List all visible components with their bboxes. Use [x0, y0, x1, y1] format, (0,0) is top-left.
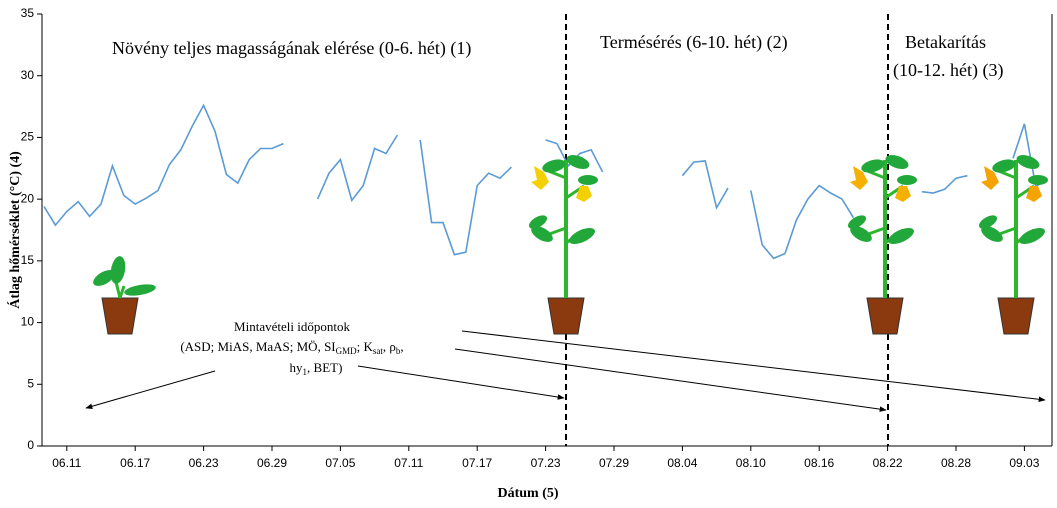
note-text: (ASD; MiAS, MaAS; MÖ, SI	[180, 339, 335, 354]
sampling-note: hy1, BET)	[290, 360, 343, 377]
sampling-title: Mintavételi időpontok	[234, 319, 350, 334]
y-tick-label: 30	[21, 68, 35, 82]
phase-label: Betakarítás	[905, 32, 986, 52]
plot-layer: 0 5 10 15 20 25 30 35 06.11 06.17 06.23 06.29 07.05 0…	[21, 6, 1053, 470]
x-tick-label: 06.23	[189, 456, 219, 470]
x-tick-label: 07.17	[462, 456, 492, 470]
note-text: hy	[290, 360, 304, 375]
note-text: , BET)	[307, 360, 342, 375]
subscript: sat	[373, 346, 383, 356]
phase-label: Termésérés (6-10. hét) (2)	[600, 32, 788, 53]
x-tick-label: 08.04	[667, 456, 697, 470]
plant-icon	[524, 150, 600, 336]
y-tick-label: 0	[27, 438, 34, 452]
x-tick-label: 06.11	[52, 456, 81, 470]
sampling-arrow	[85, 370, 216, 409]
subscript: 1	[303, 367, 308, 377]
sampling-arrow	[357, 365, 565, 400]
y-axis-title: Átlag hőmérséklet (°C) (4)	[6, 151, 23, 309]
y-tick-label: 10	[21, 315, 35, 329]
subscript: GMD	[336, 346, 358, 356]
note-text: , ρ	[383, 339, 396, 354]
x-tick-label: 08.16	[804, 456, 834, 470]
seedling-icon	[93, 256, 156, 335]
y-tick-label: 35	[21, 6, 35, 20]
x-axis-title: Dátum (5)	[497, 486, 558, 501]
subscript: b	[396, 346, 401, 356]
note-text: ; K	[357, 339, 374, 354]
phase-label: Növény teljes magasságának elérése (0-6.…	[112, 38, 471, 59]
y-tick-label: 5	[27, 376, 34, 390]
plant-icon	[974, 150, 1050, 336]
x-tick-label: 07.23	[531, 456, 561, 470]
x-tick-label: 08.28	[941, 456, 971, 470]
y-tick-label: 25	[21, 130, 35, 144]
y-tick-label: 15	[21, 253, 35, 267]
plant-icons	[93, 150, 1050, 336]
x-tick-label: 07.11	[394, 456, 423, 470]
phase-label: (10-12. hét) (3)	[893, 60, 1003, 81]
y-tick-label: 20	[21, 191, 35, 205]
x-tick-label: 08.10	[736, 456, 766, 470]
x-tick-label: 07.29	[599, 456, 629, 470]
x-tick-label: 06.29	[257, 456, 287, 470]
x-tick-label: 09.03	[1009, 456, 1039, 470]
note-text: ,	[400, 339, 403, 354]
plant-icon	[843, 150, 919, 336]
sampling-note: (ASD; MiAS, MaAS; MÖ, SIGMD; Ksat, ρb,	[180, 339, 403, 356]
x-tick-label: 06.17	[120, 456, 150, 470]
x-tick-label: 07.05	[325, 456, 355, 470]
sampling-arrow	[461, 330, 1046, 403]
sampling-arrow	[454, 348, 887, 412]
x-tick-label: 08.22	[873, 456, 903, 470]
